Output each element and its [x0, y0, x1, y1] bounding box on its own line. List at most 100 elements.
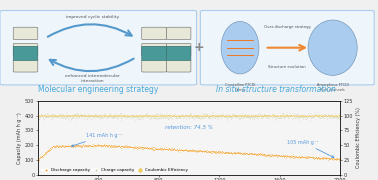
Point	[79, 145, 85, 148]
Point	[191, 114, 197, 117]
Point	[336, 113, 342, 116]
Point	[104, 114, 110, 117]
Point	[258, 114, 264, 117]
Point	[255, 115, 261, 118]
Point	[326, 156, 332, 159]
Point	[104, 114, 110, 117]
Point	[77, 116, 84, 119]
Point	[195, 114, 201, 117]
Point	[310, 156, 316, 159]
Point	[307, 114, 313, 117]
Point	[302, 115, 308, 118]
Point	[114, 114, 120, 117]
Point	[192, 115, 198, 118]
Point	[237, 151, 243, 154]
Point	[235, 116, 241, 119]
Point	[218, 150, 224, 153]
Point	[48, 114, 54, 117]
Point	[334, 114, 340, 117]
Point	[87, 114, 93, 117]
Point	[212, 151, 218, 154]
Point	[210, 150, 216, 153]
Point	[159, 115, 165, 118]
Point	[197, 118, 203, 120]
Point	[138, 114, 144, 117]
Point	[301, 155, 307, 158]
Point	[45, 114, 51, 117]
Point	[265, 154, 271, 156]
Point	[272, 114, 278, 117]
Point	[270, 114, 276, 117]
Point	[128, 114, 134, 117]
Point	[248, 114, 254, 117]
Point	[53, 116, 59, 119]
Point	[136, 115, 142, 118]
Point	[304, 114, 310, 117]
Point	[98, 113, 104, 116]
Point	[119, 114, 125, 117]
Point	[40, 116, 46, 119]
Point	[191, 115, 197, 118]
Point	[120, 146, 126, 149]
Point	[270, 114, 276, 116]
Point	[121, 145, 127, 148]
Point	[298, 154, 304, 157]
Point	[269, 116, 275, 119]
Point	[250, 152, 256, 155]
Point	[183, 114, 189, 117]
Point	[271, 113, 277, 116]
Point	[79, 114, 85, 117]
Point	[127, 115, 133, 118]
Point	[232, 152, 238, 155]
Point	[328, 157, 334, 159]
Point	[269, 114, 275, 116]
Point	[112, 143, 118, 146]
Point	[59, 116, 65, 119]
Point	[117, 114, 123, 117]
Point	[191, 150, 197, 152]
Point	[294, 155, 301, 158]
Point	[138, 115, 144, 118]
Point	[46, 114, 53, 117]
Point	[169, 116, 175, 119]
Point	[251, 153, 257, 156]
Point	[230, 151, 236, 154]
Point	[234, 114, 240, 117]
Point	[50, 145, 56, 148]
Point	[257, 152, 263, 155]
Point	[125, 145, 132, 148]
Point	[301, 116, 307, 119]
Point	[218, 114, 224, 117]
Point	[205, 114, 211, 117]
Point	[148, 146, 154, 149]
Point	[60, 144, 66, 147]
Point	[304, 117, 310, 120]
Point	[215, 114, 221, 117]
Point	[336, 114, 342, 117]
Point	[257, 153, 263, 156]
Point	[209, 151, 215, 154]
Point	[109, 114, 115, 117]
Point	[95, 116, 101, 119]
Point	[335, 158, 341, 160]
Point	[213, 114, 219, 117]
Point	[280, 112, 286, 115]
Point	[174, 114, 180, 117]
Point	[300, 156, 306, 159]
Point	[35, 159, 41, 162]
Point	[266, 115, 272, 118]
Point	[186, 116, 192, 118]
Point	[240, 152, 246, 155]
Point	[65, 114, 71, 117]
Point	[287, 156, 293, 159]
Point	[75, 116, 81, 119]
Point	[297, 114, 303, 117]
Point	[82, 114, 88, 117]
Point	[86, 115, 92, 118]
Point	[228, 114, 234, 117]
Point	[228, 115, 234, 118]
Point	[66, 114, 72, 117]
Point	[134, 118, 140, 121]
Point	[271, 114, 277, 117]
Point	[299, 114, 305, 117]
